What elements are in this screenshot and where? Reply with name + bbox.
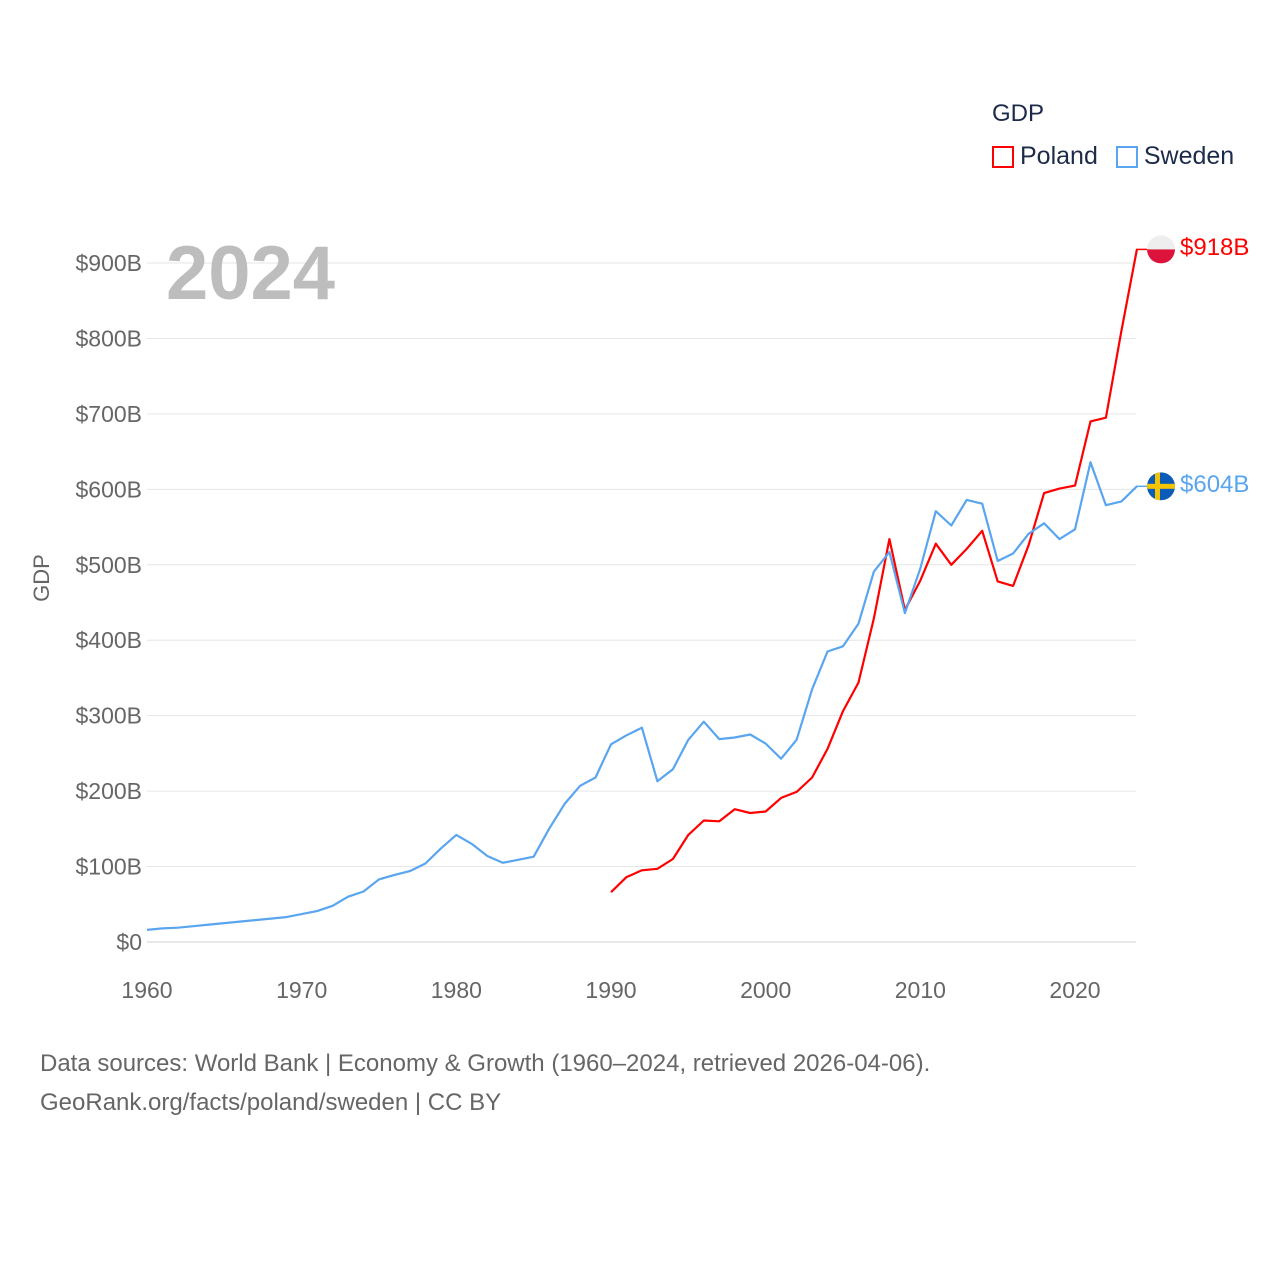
y-tick-label: $200B xyxy=(75,778,142,804)
series-line-poland xyxy=(610,249,1138,893)
x-tick-label: 2010 xyxy=(895,977,946,1003)
y-tick-label: $700B xyxy=(75,401,142,427)
y-tick-label: $100B xyxy=(75,854,142,880)
legend-swatch-sweden xyxy=(1115,145,1138,168)
x-tick-label: 1990 xyxy=(585,977,636,1003)
source-footer: Data sources: World Bank | Economy & Gro… xyxy=(40,1044,930,1122)
legend-title: GDP xyxy=(992,100,1045,127)
source-line-2[interactable]: GeoRank.org/facts/poland/sweden | CC BY xyxy=(40,1089,502,1116)
legend: Poland Sweden xyxy=(992,142,1234,171)
y-tick-label: $0 xyxy=(116,929,142,955)
legend-item-sweden[interactable]: Sweden xyxy=(1115,142,1235,171)
x-tick-label: 1960 xyxy=(121,977,172,1003)
y-tick-label: $600B xyxy=(75,476,142,502)
year-label: 2024 xyxy=(166,231,336,316)
poland-flag-icon xyxy=(1147,235,1175,264)
sweden-flag-icon xyxy=(1147,472,1175,501)
end-label-poland: $918B xyxy=(1180,234,1250,262)
series-line-sweden xyxy=(146,461,1138,931)
y-axis-label: GDP xyxy=(29,554,54,602)
legend-label-poland: Poland xyxy=(1020,142,1098,170)
y-tick-label: $400B xyxy=(75,627,142,653)
x-tick-label: 2020 xyxy=(1049,977,1100,1003)
y-tick-label: $500B xyxy=(75,552,142,578)
y-tick-label: $900B xyxy=(75,250,142,276)
legend-swatch-poland xyxy=(992,145,1014,168)
x-tick-label: 1970 xyxy=(276,977,327,1003)
x-tick-label: 2000 xyxy=(740,977,791,1003)
y-tick-label: $300B xyxy=(75,703,142,729)
x-tick-label: 1980 xyxy=(431,977,482,1003)
y-tick-label: $800B xyxy=(75,325,142,351)
source-line-1: Data sources: World Bank | Economy & Gro… xyxy=(40,1050,931,1077)
legend-label-sweden: Sweden xyxy=(1143,142,1235,170)
legend-item-poland[interactable]: Poland xyxy=(992,142,1098,171)
end-label-sweden: $604B xyxy=(1180,471,1250,499)
